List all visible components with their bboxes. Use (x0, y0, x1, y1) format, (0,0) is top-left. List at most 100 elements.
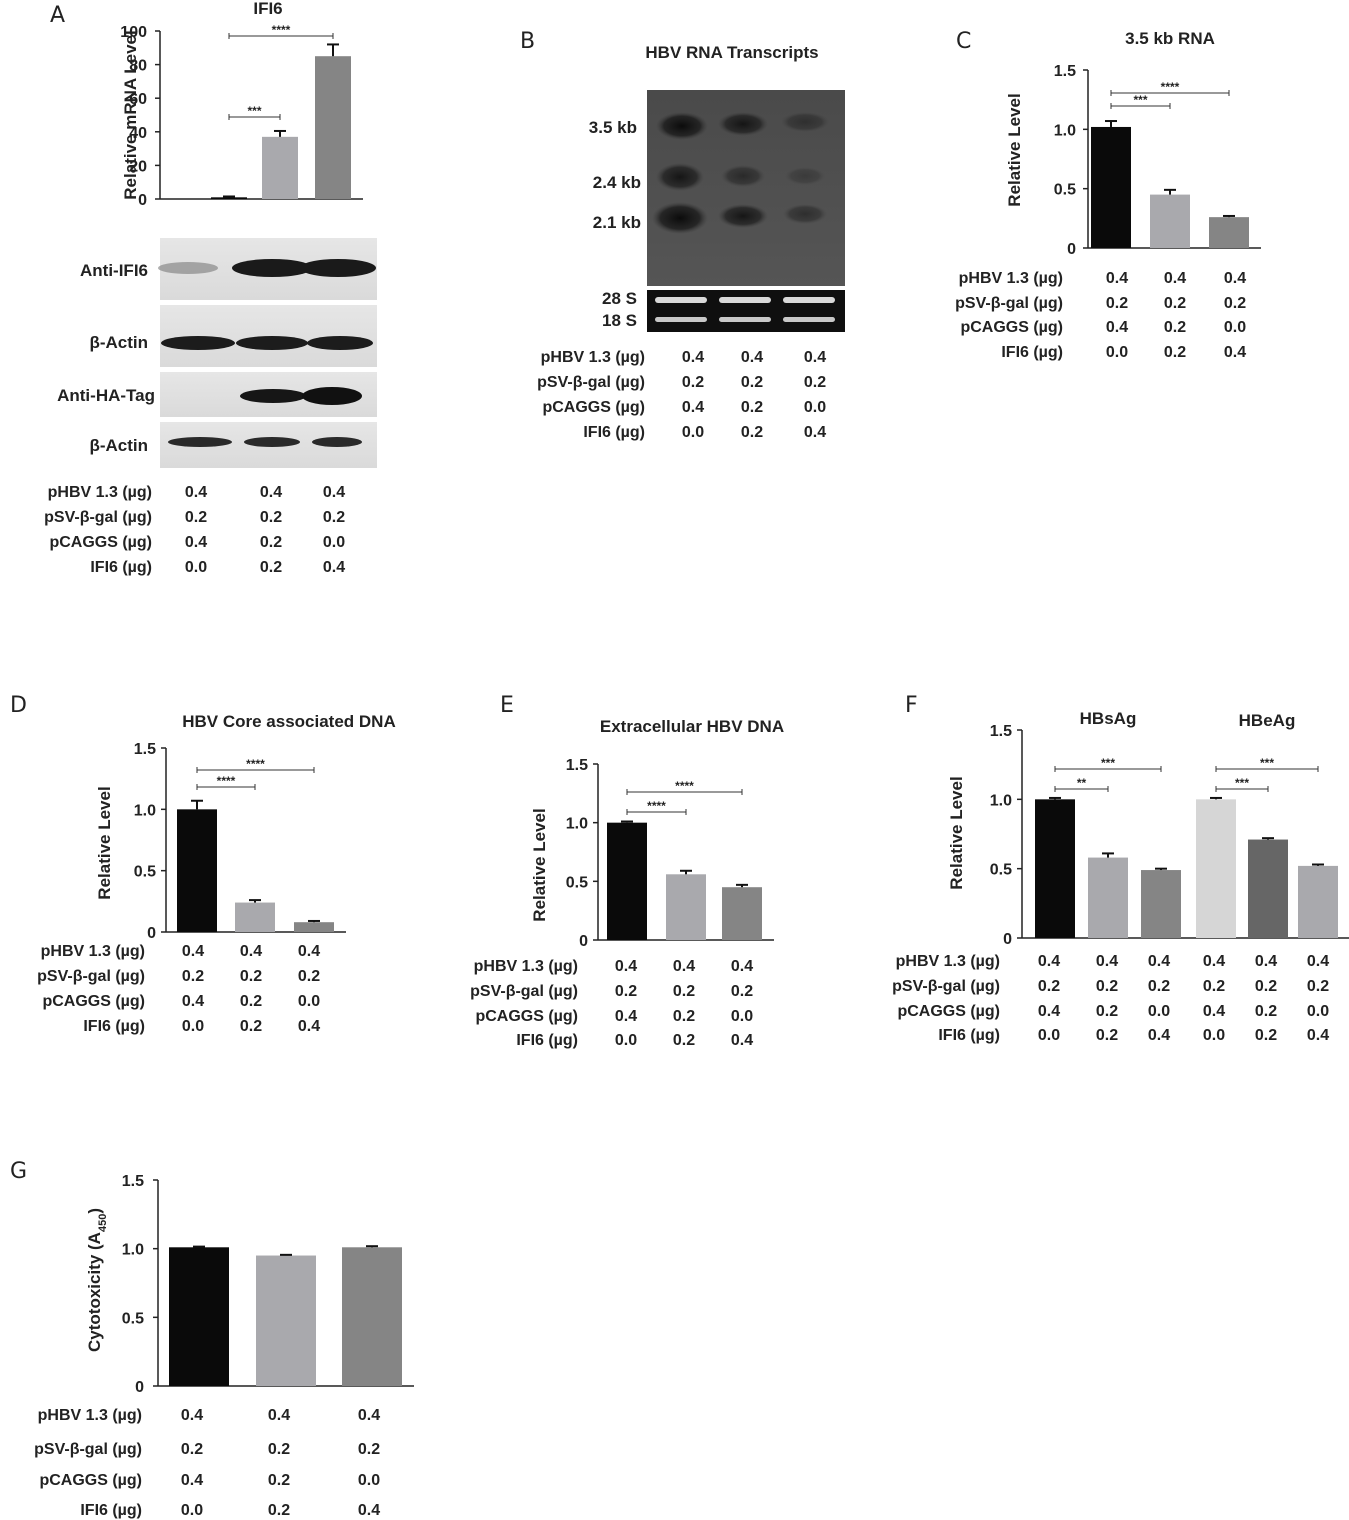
condition-table-a: pHBV 1.3 (µg) 0.4 0.4 0.4 pSV-β-gal (µg) 0.2 0… (44, 484, 345, 576)
condition-value: 0.2 (673, 1032, 695, 1049)
condition-value: 0.2 (268, 1502, 290, 1519)
bar (722, 887, 762, 940)
condition-value: 0.4 (682, 349, 704, 366)
condition-label: pSV-β-gal (µg) (44, 509, 152, 526)
panel-label-b: B (520, 29, 535, 54)
condition-value: 0.2 (1164, 295, 1186, 312)
condition-value: 0.2 (1224, 295, 1246, 312)
condition-value: 0.2 (240, 1018, 262, 1035)
y-tick-label: 0.5 (1054, 182, 1076, 199)
bar (1298, 865, 1338, 938)
condition-value: 0.2 (1096, 978, 1118, 995)
significance-stars: *** (1133, 93, 1147, 107)
y-tick-label: 1.5 (122, 1173, 144, 1190)
condition-label: pSV-β-gal (µg) (537, 374, 645, 391)
condition-value: 0.2 (682, 374, 704, 391)
condition-value: 0.4 (682, 399, 704, 416)
significance-stars: **** (246, 757, 265, 771)
condition-label: pSV-β-gal (µg) (37, 968, 145, 985)
condition-value: 0.4 (182, 943, 204, 960)
condition-value: 0.4 (323, 559, 345, 576)
blot-band (302, 387, 362, 405)
condition-label: pCAGGS (µg) (475, 1008, 578, 1025)
condition-value: 0.4 (1148, 1027, 1170, 1044)
blot-band (307, 336, 373, 350)
condition-value: 0.2 (1096, 1027, 1118, 1044)
blot-band (312, 437, 362, 447)
condition-label: IFI6 (µg) (938, 1027, 1000, 1044)
y-axis-label: Cytotoxicity (A450) (85, 1208, 109, 1352)
condition-label: pHBV 1.3 (µg) (48, 484, 152, 501)
condition-value: 0.4 (323, 484, 345, 501)
condition-value: 0.0 (298, 993, 320, 1010)
band-label-3-5kb: 3.5 kb (589, 118, 637, 137)
condition-value: 0.4 (1164, 270, 1186, 287)
rrna-label-18s: 18 S (602, 311, 637, 330)
y-tick-label: 20 (129, 158, 147, 175)
blot-label-anti-ha-tag: Anti-HA-Tag (57, 386, 155, 405)
significance-stars: *** (1235, 776, 1249, 790)
condition-value: 0.0 (181, 1502, 203, 1519)
condition-label: pHBV 1.3 (µg) (959, 270, 1063, 287)
condition-value: 0.2 (741, 374, 763, 391)
blot-band (300, 259, 376, 277)
condition-value: 0.4 (615, 958, 637, 975)
panel-label-a: A (50, 3, 65, 28)
blot-band (168, 437, 232, 447)
condition-value: 0.4 (268, 1407, 290, 1424)
band-label-2-1kb: 2.1 kb (593, 213, 641, 232)
condition-value: 0.2 (741, 399, 763, 416)
bar (666, 874, 706, 940)
condition-label: IFI6 (µg) (90, 559, 152, 576)
condition-value: 0.4 (731, 958, 753, 975)
y-tick-label: 1.5 (990, 723, 1012, 740)
condition-label: pSV-β-gal (µg) (470, 983, 578, 1000)
bar (1091, 126, 1131, 248)
condition-value: 0.4 (1096, 953, 1118, 970)
condition-value: 0.0 (804, 399, 826, 416)
rrna-18s-lane2 (719, 317, 771, 322)
bar (1141, 870, 1181, 938)
y-tick-label: 1.0 (122, 1242, 144, 1259)
bar (1035, 799, 1075, 938)
significance-stars: *** (1101, 756, 1115, 770)
y-tick-label: 0 (135, 1379, 144, 1396)
condition-label: pHBV 1.3 (µg) (541, 349, 645, 366)
group-label-hbsag: HBsAg (1080, 709, 1137, 728)
panel-label-e: E (500, 693, 514, 718)
condition-label: pSV-β-gal (µg) (892, 978, 1000, 995)
condition-value: 0.2 (185, 509, 207, 526)
condition-value: 0.2 (268, 1441, 290, 1458)
condition-value: 0.2 (298, 968, 320, 985)
y-tick-label: 0.5 (122, 1310, 144, 1327)
condition-table-e: pHBV 1.3 (µg) 0.4 0.4 0.4 pSV-β-gal (µg) 0.2 0… (470, 958, 753, 1049)
condition-value: 0.2 (615, 983, 637, 1000)
condition-value: 0.4 (358, 1407, 380, 1424)
group-label-hbeag: HBeAg (1239, 711, 1296, 730)
condition-value: 0.4 (181, 1472, 203, 1489)
rrna-28s-lane3 (783, 297, 835, 303)
condition-table-g: pHBV 1.3 (µg) 0.4 0.4 0.4 pSV-β-gal (µg) 0.2 0… (34, 1407, 380, 1519)
condition-value: 0.4 (804, 424, 826, 441)
condition-value: 0.2 (358, 1441, 380, 1458)
blot-label-actin-2: β-Actin (89, 436, 148, 455)
bar (1248, 839, 1288, 938)
condition-label: IFI6 (µg) (1001, 344, 1063, 361)
panel-label-g: G (10, 1159, 27, 1184)
y-tick-label: 1.0 (134, 802, 156, 819)
condition-label: pHBV 1.3 (µg) (41, 943, 145, 960)
band-2-4kb-lane1 (656, 163, 704, 191)
condition-value: 0.4 (181, 1407, 203, 1424)
condition-label: pHBV 1.3 (µg) (896, 953, 1000, 970)
condition-value: 0.2 (1038, 978, 1060, 995)
condition-value: 0.0 (323, 534, 345, 551)
condition-value: 0.4 (1203, 1003, 1225, 1020)
condition-value: 0.2 (741, 424, 763, 441)
y-tick-label: 0 (1067, 241, 1076, 258)
rrna-18s-lane3 (783, 317, 835, 322)
y-tick-label: 1.5 (1054, 63, 1076, 80)
y-tick-label: 0.5 (566, 874, 588, 891)
condition-value: 0.4 (1106, 319, 1128, 336)
condition-value: 0.0 (185, 559, 207, 576)
condition-value: 0.4 (615, 1008, 637, 1025)
